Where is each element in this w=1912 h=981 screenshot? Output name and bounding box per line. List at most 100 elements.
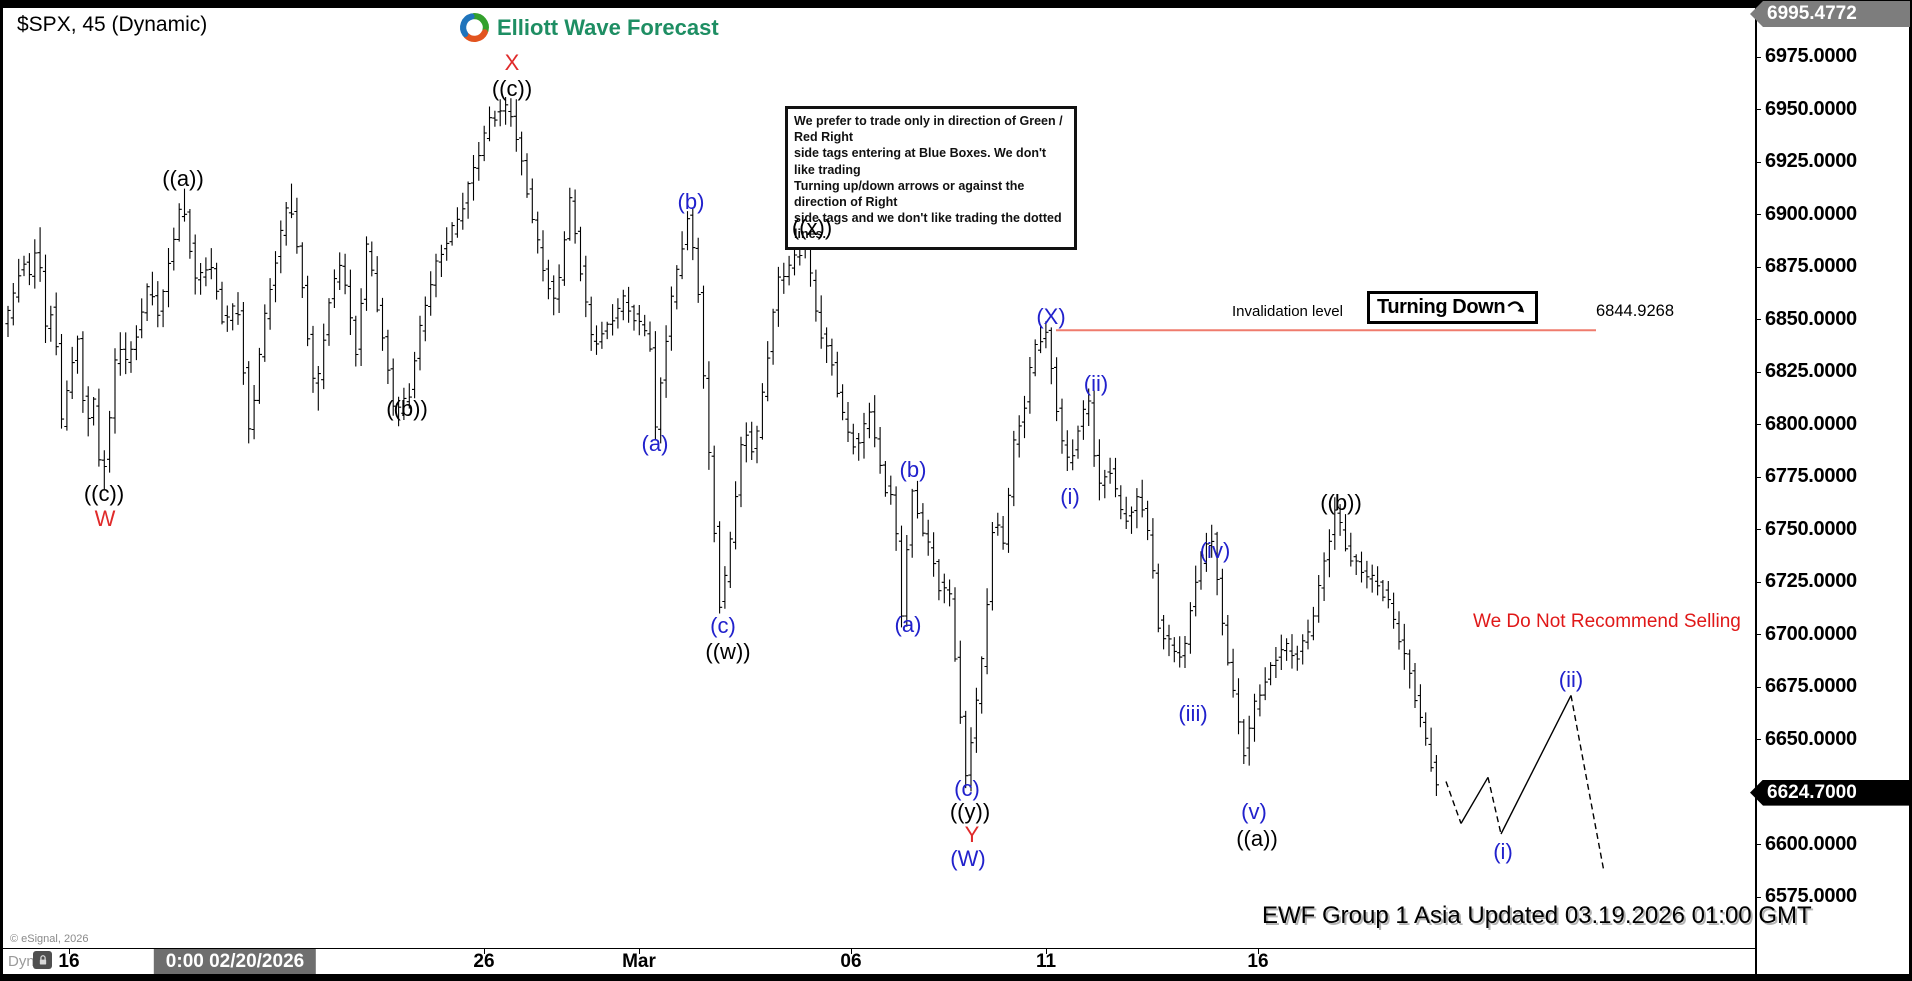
price-tick-mark [1756, 424, 1761, 425]
projection-path-dashed [1445, 781, 1462, 824]
time-tick-mark [484, 948, 485, 954]
ewf-update-note: EWF Group 1 Asia Updated 03.19.2026 01:0… [1262, 902, 1812, 929]
wave-label: Y [964, 822, 980, 847]
wave-label: (iv) [1199, 538, 1231, 563]
invalidation-level-label: Invalidation level [1232, 303, 1343, 320]
wave-label: (b) [677, 189, 705, 214]
price-tick-label: 6650.0000 [1765, 727, 1857, 750]
time-tick-mark [1258, 948, 1259, 954]
price-tick-label: 6600.0000 [1765, 832, 1857, 855]
price-tick-mark [1756, 634, 1761, 635]
price-tick-label: 6775.0000 [1765, 465, 1857, 487]
turning-down-label: Turning Down [1377, 296, 1506, 318]
time-tick-label: 16 [58, 951, 80, 972]
price-tick-mark [1756, 109, 1761, 110]
price-tick-label: 6825.0000 [1765, 360, 1857, 382]
price-tick-mark [1756, 686, 1761, 688]
logo-text: Elliott Wave Forecast [497, 14, 719, 40]
wave-label: W [94, 506, 116, 531]
price-tick-mark [1756, 319, 1761, 320]
wave-label: (a) [641, 431, 669, 456]
price-tick-mark [1756, 896, 1761, 898]
wave-label: (v) [1241, 799, 1267, 824]
session-high-price-tag: 6995.4772 [1750, 0, 1910, 27]
wave-label: ((w)) [705, 639, 751, 664]
time-tick-mark [69, 948, 70, 954]
time-tick-label: 26 [473, 951, 495, 972]
price-tick-mark [1756, 581, 1761, 583]
wave-label: ((a)) [162, 166, 204, 191]
price-tick-mark [1756, 214, 1761, 215]
price-tick-mark [1756, 56, 1761, 58]
wave-label: ((b)) [1320, 490, 1362, 515]
price-tick-label: 6925.0000 [1765, 150, 1857, 172]
wave-label: (ii) [1083, 371, 1109, 396]
projection-path-dashed [1487, 777, 1502, 835]
padlock-icon[interactable] [33, 951, 52, 969]
price-tick-mark [1756, 161, 1761, 163]
time-tick-mark [851, 948, 852, 954]
price-tick-mark [1756, 844, 1761, 845]
window-frame-bottom [0, 974, 1912, 981]
projection-path-solid [1460, 776, 1489, 824]
wave-label: ((a)) [1236, 826, 1278, 851]
turning-down-badge: Turning Down [1367, 291, 1539, 324]
time-tick-label: 16 [1247, 951, 1269, 972]
price-tick-mark [1756, 529, 1761, 530]
wave-label: X [504, 50, 520, 75]
price-tick-label: 6800.0000 [1765, 412, 1857, 435]
wave-label: (b) [899, 457, 927, 482]
wave-label: ((x)) [791, 215, 833, 240]
price-tick-label: 6725.0000 [1765, 570, 1857, 592]
projection-path-dashed [1570, 695, 1605, 872]
time-tick-mark [1046, 948, 1047, 954]
price-tick-mark [1756, 476, 1761, 478]
crosshair-date-tag: 0:00 02/20/2026 [153, 949, 317, 974]
window-frame-left [0, 0, 3, 981]
no-sell-warning: We Do Not Recommend Selling [1473, 611, 1741, 632]
esignal-copyright: © eSignal, 2026 [10, 933, 89, 945]
time-tick-label: Mar [622, 951, 656, 972]
wave-label: (c) [710, 613, 736, 638]
price-tick-mark [1756, 739, 1761, 740]
projection-path-solid [1500, 695, 1572, 835]
window-frame-top [0, 0, 1912, 8]
price-chart[interactable] [3, 8, 1755, 949]
price-axis-border [1755, 8, 1757, 974]
time-axis-border [3, 948, 1757, 949]
price-tick-label: 6875.0000 [1765, 255, 1857, 277]
time-tick-label: 06 [840, 951, 862, 972]
wave-label: ((c)) [83, 481, 125, 506]
price-tick-label: 6975.0000 [1765, 45, 1857, 67]
wave-label: (X) [1036, 304, 1066, 329]
wave-label: ((b)) [386, 396, 428, 421]
wave-label: (ii) [1558, 667, 1584, 692]
wave-label: (W) [950, 846, 986, 871]
ohlc-bars [5, 97, 1439, 796]
dynamic-mode-label: Dyn [8, 953, 35, 970]
wave-label: (i) [1060, 484, 1080, 509]
wave-label: ((c)) [491, 76, 533, 101]
trading-rules-note: We prefer to trade only in direction of … [785, 106, 1077, 250]
invalidation-level-value: 6844.9268 [1596, 302, 1674, 320]
elliott-wave-forecast-logo: Elliott Wave Forecast [458, 11, 719, 44]
price-tick-label: 6950.0000 [1765, 97, 1857, 120]
ewf-swirl-icon [460, 13, 489, 42]
price-tick-mark [1756, 371, 1761, 373]
window-frame-right [1909, 0, 1912, 981]
price-tick-label: 6700.0000 [1765, 622, 1857, 645]
price-tick-label: 6850.0000 [1765, 307, 1857, 330]
time-tick-label: 11 [1035, 951, 1057, 972]
wave-label: (iii) [1178, 701, 1208, 726]
symbol-title: $SPX, 45 (Dynamic) [17, 13, 208, 36]
price-tick-label: 6675.0000 [1765, 675, 1857, 697]
price-tick-label: 6750.0000 [1765, 517, 1857, 540]
price-tick-mark [1756, 266, 1761, 268]
price-tick-label: 6900.0000 [1765, 202, 1857, 225]
wave-label: (a) [894, 612, 922, 637]
curved-down-right-arrow-icon [1507, 301, 1525, 313]
last-price-tag: 6624.7000 [1750, 779, 1910, 806]
wave-label: ((y)) [949, 799, 991, 824]
time-tick-mark [639, 948, 640, 954]
